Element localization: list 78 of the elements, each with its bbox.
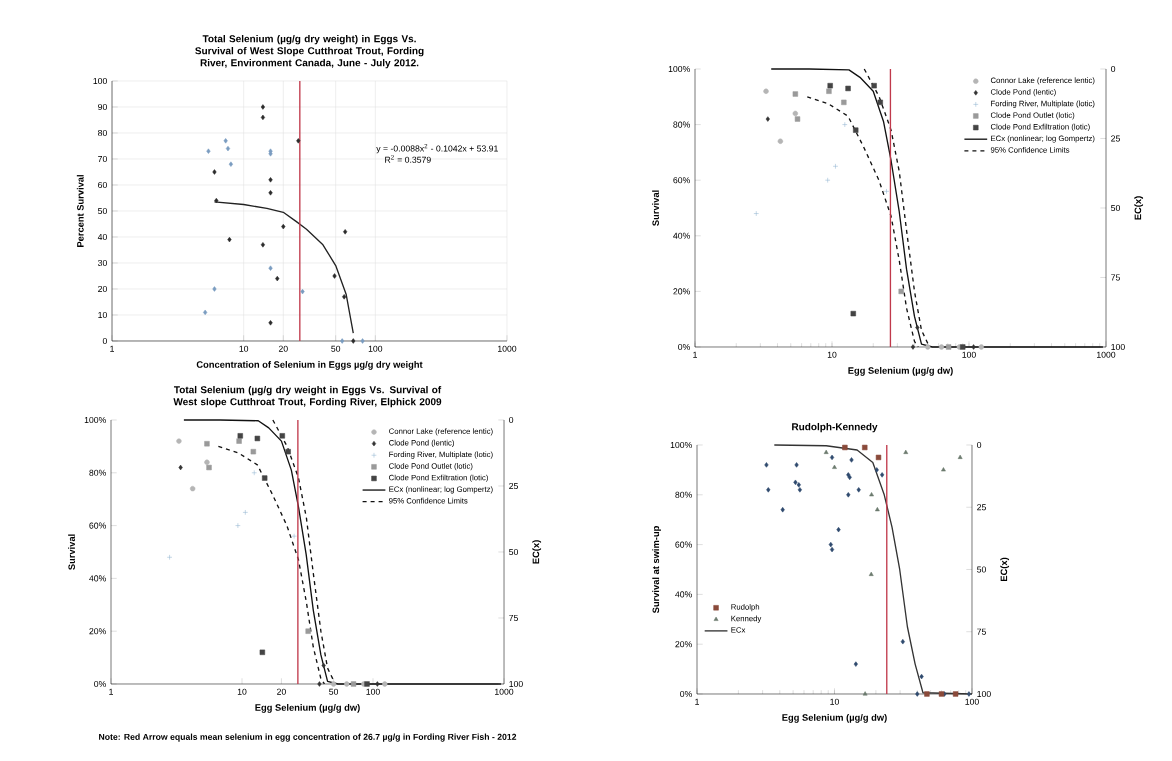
y-tick-label: 0% — [678, 343, 690, 351]
x-tick-label: 10 — [827, 351, 837, 358]
x-tick-label: 1 — [695, 698, 699, 705]
x-tick-label: 10 — [239, 345, 249, 352]
x-axis-title: Egg Selenium (µg/g dw) — [848, 367, 953, 376]
y-tick-label: 100 — [93, 77, 107, 85]
x-tick-label: 50 — [329, 688, 339, 695]
y-tick-label: 90 — [98, 103, 107, 111]
x-tick-label: 10 — [237, 688, 247, 695]
y-tick-label: 0% — [680, 690, 692, 698]
y2-tick-label: 25 — [977, 504, 986, 511]
y-tick-label: 40% — [675, 591, 692, 598]
y2-axis-title: EC(x) — [532, 540, 542, 564]
x-tick-label: 20 — [277, 688, 286, 695]
y-axis-title: Survival at swim-up — [652, 526, 661, 614]
y2-tick-label: 25 — [509, 482, 518, 490]
y-tick-label: 80 — [98, 129, 107, 137]
y-tick-label: 0% — [94, 680, 106, 688]
chart-title: Total Selenium (µg/g dry weight in Eggs Vs. Survival of West slope Cutthroat Trout, Fording River, Elphick 2009 — [173, 385, 442, 408]
x-axis-title: Concentration of Selenium in Eggs µg/g dry weight — [196, 361, 423, 370]
y-axis-title: Percent Survival — [76, 175, 84, 247]
y-axis-title: Survival — [652, 190, 659, 226]
x-tick-label: 1 — [109, 688, 113, 695]
x-tick-label: 20 — [278, 345, 288, 352]
chart-title: Total Selenium (µg/g dry weight) in Eggs Vs. Survival of West Slope Cutthroat Trout, Fording River, Environment Canada, June - July 2012. — [195, 34, 424, 69]
x-tick-label: 1000 — [495, 688, 514, 695]
x-tick-label: 1 — [693, 351, 697, 358]
y-tick-label: 60% — [673, 177, 690, 184]
y-tick-label: 70 — [98, 155, 107, 163]
x-tick-label: 100 — [962, 351, 976, 358]
y-tick-label: 100% — [670, 441, 692, 449]
y-tick-label: 60 — [98, 181, 107, 189]
y2-tick-label: 100 — [509, 680, 523, 688]
y-tick-label: 20 — [98, 285, 107, 293]
y2-axis-title: EC(x) — [1000, 557, 1010, 582]
y2-tick-label: 25 — [1111, 135, 1120, 142]
y2-tick-label: 50 — [509, 548, 519, 556]
x-axis-title: Egg Selenium (µg/g dw) — [782, 713, 887, 723]
y2-axis-title: EC(x) — [1134, 196, 1144, 220]
y2-tick-label: 0 — [509, 416, 514, 424]
x-tick-label: 1 — [110, 345, 114, 352]
y-tick-label: 10 — [98, 311, 107, 319]
y-tick-label: 100% — [84, 416, 106, 424]
y-tick-label: 20% — [673, 288, 690, 295]
y2-tick-label: 50 — [977, 566, 986, 573]
y-tick-label: 80% — [89, 469, 106, 476]
y2-tick-label: 75 — [1111, 274, 1120, 281]
y2-tick-label: 50 — [1111, 204, 1121, 212]
y-tick-label: 100% — [668, 65, 690, 73]
y-tick-label: 60% — [89, 522, 106, 529]
x-tick-label: 100 — [368, 345, 383, 352]
x-axis-title: Egg Selenium (µg/g dw) — [255, 703, 360, 713]
x-tick-label: 100 — [366, 688, 380, 695]
chart-title: Rudolph-Kennedy — [792, 422, 878, 433]
y2-tick-label: 0 — [977, 441, 982, 449]
text: Note: Red Arrow equals mean selenium in egg concentration of 26.7 µg/g in Fording River Fish - 2012 — [99, 733, 517, 742]
y-tick-label: 20% — [675, 641, 692, 648]
annotation: y = -0.0088x$^{2}$ - 0.1042x + 53.91 — [376, 143, 498, 154]
y-tick-label: 40% — [673, 232, 690, 239]
y2-tick-label: 0 — [1111, 65, 1116, 73]
y-tick-label: 80% — [673, 121, 690, 128]
y-tick-label: 30 — [97, 259, 107, 267]
y-tick-label: 40 — [97, 233, 107, 241]
y2-tick-label: 75 — [509, 614, 518, 622]
y-tick-label: 40% — [89, 575, 106, 582]
x-tick-label: 50 — [331, 345, 341, 352]
y-tick-label: 50 — [98, 207, 107, 215]
y-tick-label: 80% — [675, 491, 692, 498]
y-tick-label: 0 — [102, 337, 107, 345]
x-tick-label: 100 — [965, 698, 979, 705]
y2-tick-label: 75 — [977, 628, 986, 635]
x-tick-label: 1000 — [498, 345, 517, 352]
y-axis-title: Survival — [68, 534, 75, 570]
y-tick-label: 60% — [675, 541, 692, 548]
y-tick-label: 20% — [89, 628, 106, 635]
annotation: R$^{2}$ = 0.3579 — [385, 155, 431, 163]
x-tick-label: 1000 — [1097, 351, 1116, 358]
x-tick-label: 10 — [830, 698, 839, 705]
